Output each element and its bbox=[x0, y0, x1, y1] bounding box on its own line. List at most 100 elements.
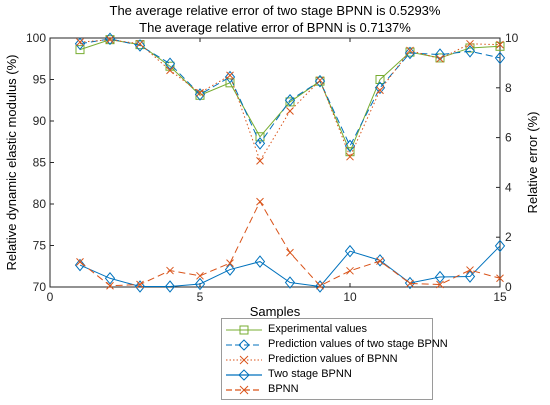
series-4-point-2 bbox=[106, 281, 114, 290]
series-3-point-1 bbox=[74, 258, 86, 272]
y-left-tick-label: 90 bbox=[33, 114, 47, 128]
series-4-point-9 bbox=[316, 281, 324, 290]
legend-line-pred-bpnn bbox=[226, 355, 262, 365]
y-left-tick-label: 85 bbox=[33, 156, 47, 170]
series-line-1 bbox=[79, 38, 501, 148]
series-2-point-5 bbox=[196, 88, 204, 97]
series-2-point-14 bbox=[466, 39, 474, 48]
series-1-point-6 bbox=[224, 70, 236, 84]
series-2-point-10 bbox=[346, 152, 354, 161]
series-3-point-6 bbox=[224, 263, 236, 276]
series-0-point-1 bbox=[75, 45, 85, 55]
series-line-3 bbox=[79, 245, 501, 288]
series-1-point-8 bbox=[284, 93, 296, 107]
legend-row-pred-bpnn: Prediction values of BPNN bbox=[222, 352, 432, 368]
series-3-point-9 bbox=[314, 280, 326, 293]
y-right-tick-label: 2 bbox=[505, 230, 512, 244]
series-3-point-3 bbox=[134, 280, 146, 293]
series-2-point-2 bbox=[106, 35, 114, 44]
series-4-point-6 bbox=[226, 259, 234, 267]
series-2-point-7 bbox=[256, 156, 264, 165]
series-1-point-10 bbox=[344, 139, 356, 153]
y-left-tick-label: 100 bbox=[26, 31, 46, 45]
legend-label-two-stage-error: Two stage BPNN bbox=[268, 368, 352, 380]
legend: Experimental values Prediction values of… bbox=[221, 318, 448, 400]
legend-line-bpnn-error bbox=[226, 385, 262, 395]
y-right-tick-label: 8 bbox=[505, 81, 512, 95]
series-0-point-11 bbox=[375, 75, 385, 84]
series-1-point-4 bbox=[164, 57, 176, 71]
series-2-point-8 bbox=[286, 107, 294, 115]
y-left-tick-label: 70 bbox=[33, 280, 47, 294]
series-4-point-15 bbox=[496, 274, 504, 283]
y-right-tick-label: 6 bbox=[505, 131, 512, 145]
legend-label-pred-bpnn: Prediction values of BPNN bbox=[268, 353, 398, 365]
series-2-point-6 bbox=[226, 71, 234, 80]
legend-row-bpnn-error: BPNN bbox=[222, 382, 432, 398]
series-3-point-5 bbox=[194, 277, 206, 291]
series-3-point-10 bbox=[344, 244, 356, 258]
series-3-point-8 bbox=[284, 276, 296, 289]
legend-label-pred-two-stage: Prediction values of two stage BPNN bbox=[268, 338, 448, 350]
series-4-point-1 bbox=[76, 257, 84, 266]
legend-label-bpnn-error: BPNN bbox=[268, 383, 299, 395]
series-3-point-13 bbox=[434, 270, 446, 284]
series-line-4 bbox=[79, 200, 501, 287]
series-2-point-11 bbox=[376, 86, 384, 95]
x-tick-label: 10 bbox=[343, 290, 357, 304]
legend-row-experimental: Experimental values bbox=[222, 322, 432, 338]
y-left-tick-label: 80 bbox=[33, 197, 47, 211]
series-4-point-3 bbox=[136, 280, 144, 289]
series-2-point-3 bbox=[136, 39, 144, 48]
chart-title-line-1: The average relative error of two stage … bbox=[109, 3, 441, 18]
series-3-point-15 bbox=[494, 239, 506, 253]
series-4-point-7 bbox=[256, 197, 264, 206]
legend-row-pred-two-stage: Prediction values of two stage BPNN bbox=[222, 337, 448, 353]
y-right-tick-label: 4 bbox=[505, 180, 512, 194]
y-right-tick-label: 0 bbox=[505, 280, 512, 294]
legend-line-two-stage-error bbox=[226, 369, 262, 381]
x-tick-label: 5 bbox=[197, 290, 204, 304]
series-0-point-6 bbox=[225, 78, 235, 88]
series-4-point-14 bbox=[466, 266, 474, 274]
series-1-point-15 bbox=[494, 51, 506, 65]
series-3-point-7 bbox=[254, 255, 266, 268]
series-0-point-7 bbox=[255, 132, 265, 142]
series-4-point-5 bbox=[196, 271, 204, 280]
series-1-point-1 bbox=[74, 37, 86, 51]
series-2-point-9 bbox=[316, 76, 324, 85]
series-3-point-14 bbox=[464, 270, 476, 283]
y-left-tick-label: 75 bbox=[33, 239, 47, 253]
y-right-axis-label: Relative error (%) bbox=[525, 112, 540, 214]
legend-label-experimental: Experimental values bbox=[268, 323, 368, 335]
series-4-point-4 bbox=[166, 266, 174, 275]
series-4-point-12 bbox=[406, 279, 414, 288]
legend-row-two-stage-error: Two stage BPNN bbox=[222, 367, 432, 383]
series-3-point-4 bbox=[164, 280, 176, 293]
x-tick-label: 0 bbox=[47, 290, 54, 304]
y-right-tick-label: 10 bbox=[505, 31, 519, 45]
series-2-point-13 bbox=[436, 54, 444, 63]
y-left-axis-label: Relative dynamic elastic modulus (%) bbox=[4, 54, 19, 270]
series-4-point-10 bbox=[346, 266, 354, 275]
series-1-point-9 bbox=[314, 74, 326, 88]
series-3-point-2 bbox=[104, 271, 116, 285]
series-2-point-1 bbox=[76, 38, 84, 47]
series-0-point-15 bbox=[495, 41, 505, 51]
series-2-point-4 bbox=[166, 66, 174, 75]
x-tick-label: 15 bbox=[493, 290, 507, 304]
plot-frame bbox=[49, 37, 501, 288]
series-1-point-14 bbox=[464, 44, 476, 58]
series-4-point-13 bbox=[436, 280, 444, 289]
series-1-point-7 bbox=[254, 137, 266, 150]
series-4-point-11 bbox=[376, 257, 384, 265]
x-axis-label: Samples bbox=[250, 304, 301, 319]
series-2-point-12 bbox=[406, 46, 414, 55]
series-1-point-5 bbox=[194, 88, 206, 101]
series-4-point-8 bbox=[286, 248, 294, 257]
series-2-point-15 bbox=[496, 40, 504, 49]
chart-title-line-2: The average relative error of BPNN is 0.… bbox=[139, 20, 411, 35]
legend-line-experimental bbox=[226, 325, 262, 335]
series-1-point-13 bbox=[434, 48, 446, 61]
